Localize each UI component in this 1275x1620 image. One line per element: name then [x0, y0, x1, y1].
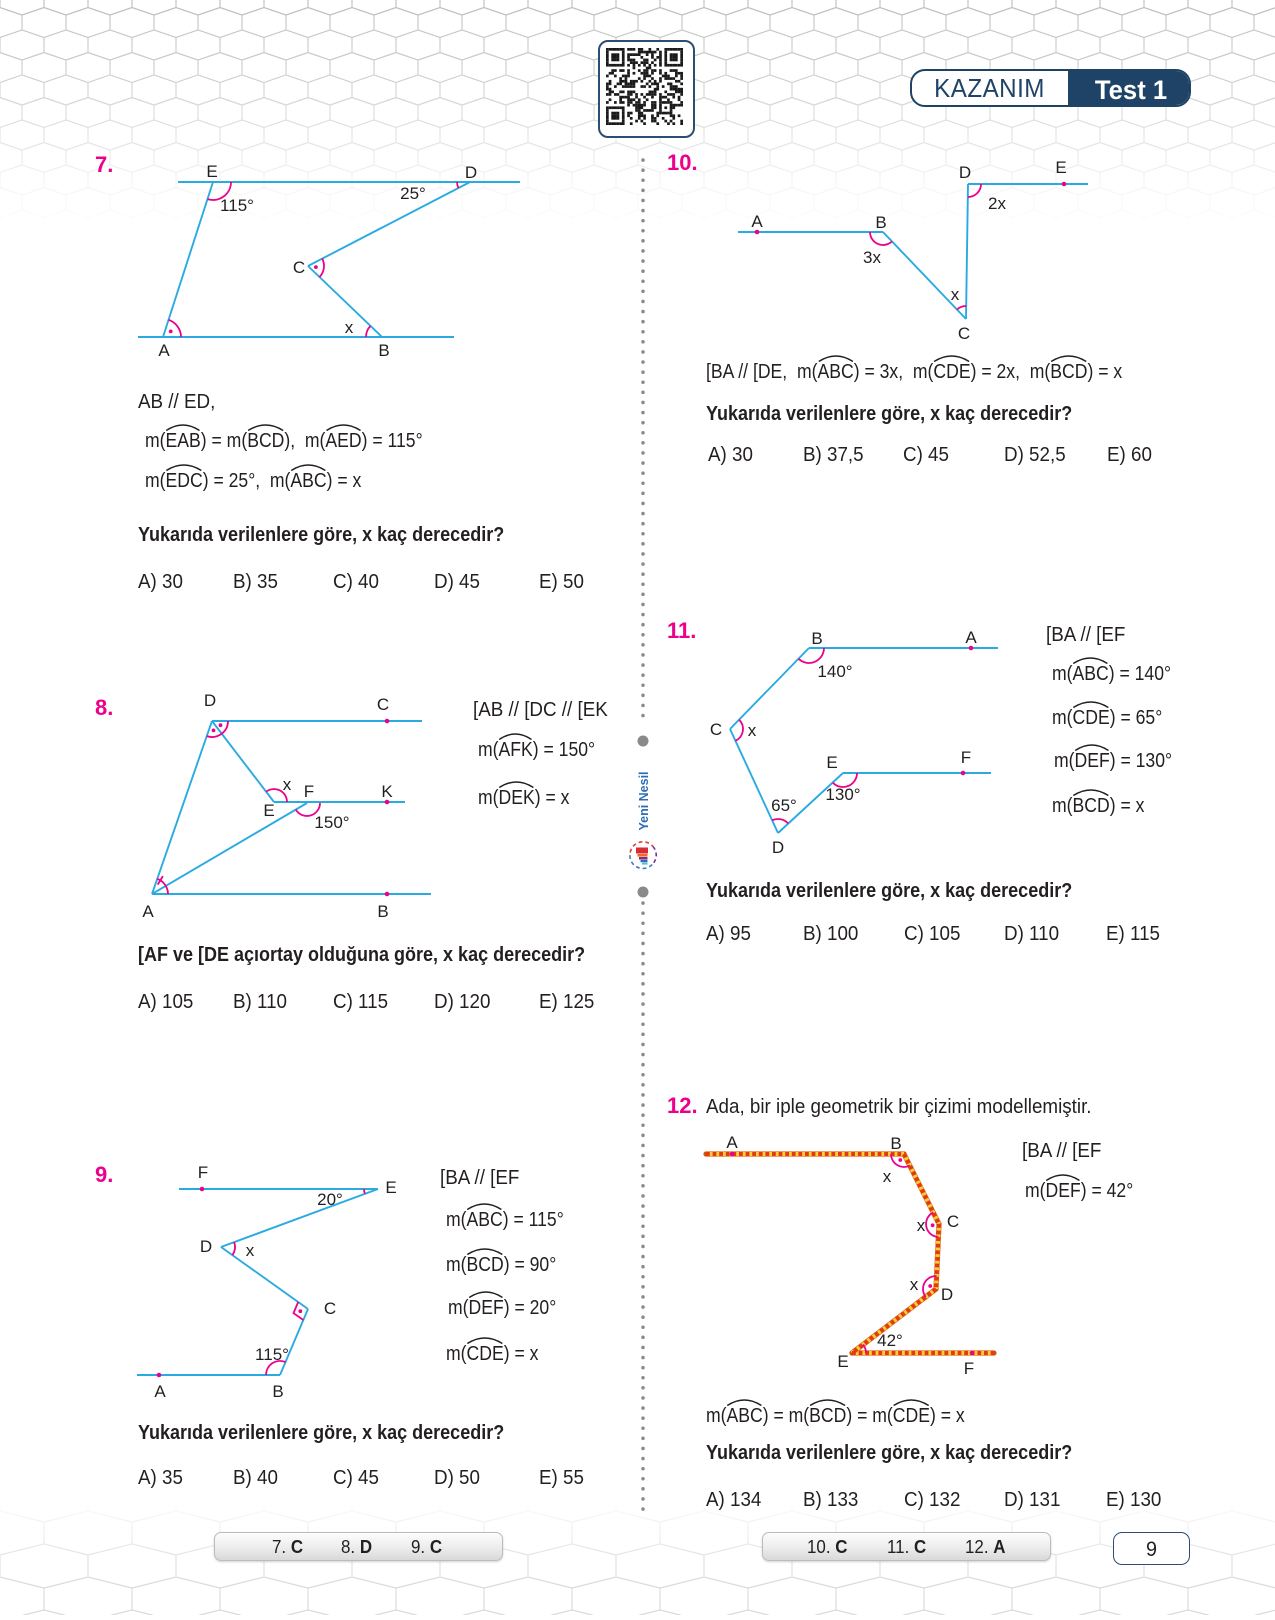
svg-text:115°: 115°	[255, 1345, 289, 1364]
svg-text:2x: 2x	[988, 194, 1006, 213]
svg-text:E: E	[837, 1352, 848, 1371]
svg-text:F: F	[198, 1163, 208, 1182]
svg-text:F: F	[964, 1359, 974, 1378]
svg-text:x: x	[951, 285, 960, 304]
svg-text:E: E	[826, 753, 837, 772]
svg-text:E: E	[263, 801, 274, 820]
svg-text:x: x	[246, 1241, 255, 1260]
svg-text:A: A	[726, 1133, 738, 1152]
svg-text:F: F	[304, 782, 314, 801]
svg-text:F: F	[961, 748, 971, 767]
svg-text:20°: 20°	[317, 1190, 343, 1209]
svg-text:K: K	[381, 782, 393, 801]
svg-text:D: D	[204, 691, 216, 710]
svg-text:150°: 150°	[314, 813, 349, 832]
svg-text:x: x	[917, 1216, 926, 1235]
svg-text:D: D	[772, 838, 784, 857]
svg-text:C: C	[324, 1299, 336, 1318]
svg-text:C: C	[377, 695, 389, 714]
svg-text:B: B	[272, 1382, 283, 1401]
svg-text:65°: 65°	[771, 796, 797, 815]
svg-text:A: A	[142, 902, 154, 921]
svg-text:E: E	[385, 1178, 396, 1197]
svg-text:B: B	[378, 341, 389, 360]
svg-text:B: B	[875, 213, 886, 232]
svg-text:E: E	[206, 162, 217, 181]
svg-text:D: D	[941, 1285, 953, 1304]
svg-text:A: A	[154, 1382, 166, 1401]
svg-text:A: A	[751, 212, 763, 231]
svg-text:B: B	[811, 629, 822, 648]
svg-text:C: C	[293, 258, 305, 277]
svg-text:E: E	[1055, 158, 1066, 177]
svg-text:140°: 140°	[817, 662, 852, 681]
svg-text:D: D	[200, 1237, 212, 1256]
svg-text:C: C	[958, 324, 970, 343]
svg-text:A: A	[965, 628, 977, 647]
svg-text:x: x	[883, 1167, 892, 1186]
svg-text:x: x	[345, 318, 354, 337]
svg-text:B: B	[377, 902, 388, 921]
svg-text:115°: 115°	[220, 196, 254, 215]
svg-text:C: C	[947, 1212, 959, 1231]
svg-text:3x: 3x	[863, 248, 881, 267]
svg-text:x: x	[283, 775, 292, 794]
svg-text:A: A	[158, 341, 170, 360]
svg-text:D: D	[465, 163, 477, 182]
svg-text:C: C	[710, 720, 722, 739]
svg-text:x: x	[748, 721, 757, 740]
svg-text:D: D	[959, 163, 971, 182]
svg-text:x: x	[910, 1275, 919, 1294]
svg-text:42°: 42°	[877, 1331, 903, 1350]
svg-text:25°: 25°	[400, 184, 426, 203]
svg-text:B: B	[890, 1134, 901, 1153]
svg-text:130°: 130°	[825, 785, 860, 804]
